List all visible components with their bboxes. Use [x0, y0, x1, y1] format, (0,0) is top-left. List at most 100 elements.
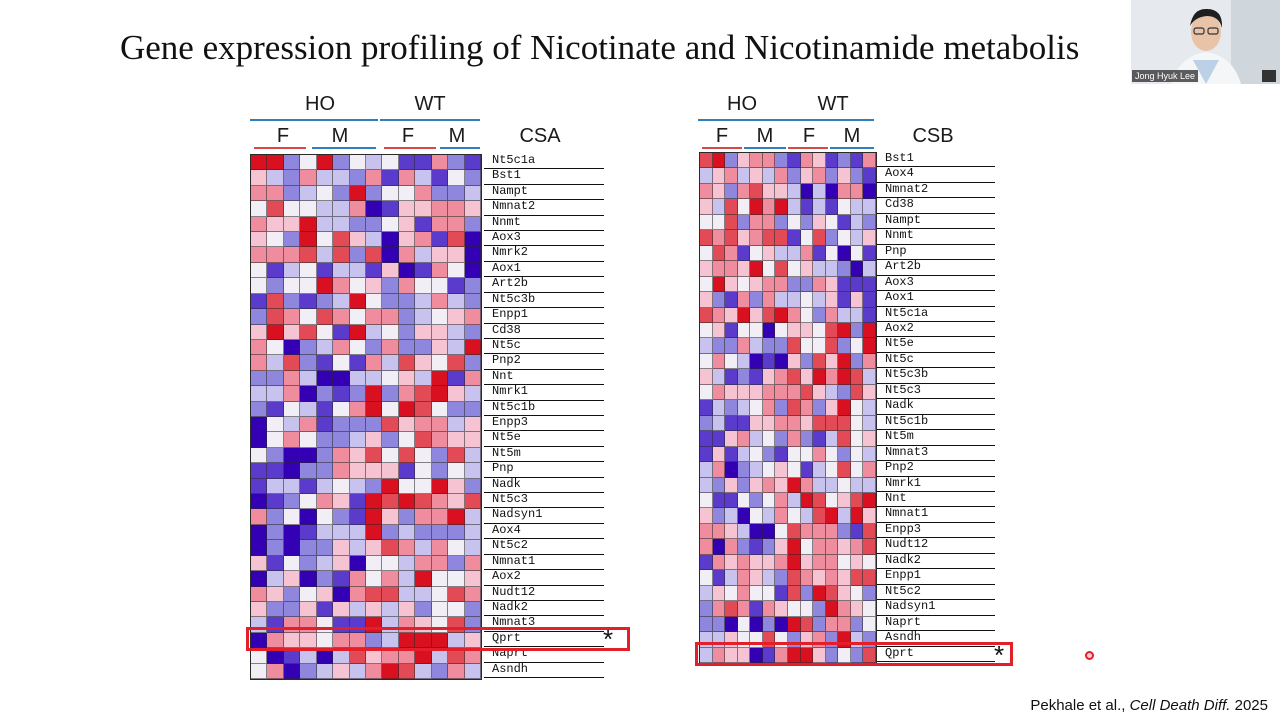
heatmap-cell: [316, 355, 334, 371]
heatmap-cell: [813, 477, 826, 493]
heatmap-cell: [448, 201, 465, 217]
heatmap-cell: [431, 262, 449, 279]
heatmap-cell: [725, 292, 738, 308]
heatmap-cell: [431, 386, 449, 402]
heatmap-cell: [366, 524, 383, 541]
heatmap-cell: [825, 523, 839, 540]
heatmap-cell: [448, 586, 465, 602]
heatmap-cell: [737, 462, 751, 478]
heatmap-cell: [283, 309, 301, 325]
heatmap-cell: [448, 478, 465, 495]
heatmap-cell: [775, 462, 788, 478]
heatmap-cell: [398, 463, 416, 479]
heatmap-cell: [725, 415, 738, 432]
heatmap-cell: [431, 278, 449, 294]
heatmap-cell: [251, 586, 268, 602]
heatmap-cell: [825, 292, 839, 308]
heatmap-cell: [850, 523, 864, 540]
heatmap-cell: [712, 477, 726, 493]
heatmap-cell: [863, 523, 876, 540]
heatmap-cell: [464, 494, 481, 510]
heatmap-cell: [787, 462, 801, 478]
heatmap-cell: [750, 477, 763, 493]
heatmap-cell: [316, 155, 334, 171]
heatmap-cell: [700, 601, 713, 617]
heatmap-cell: [712, 415, 726, 432]
heatmap-cell: [333, 170, 350, 186]
gene-label: Nt5c3b: [877, 368, 995, 384]
heatmap-cell: [300, 386, 317, 402]
heatmap-cell: [712, 492, 726, 509]
heatmap-cell: [800, 369, 814, 385]
heatmap-cell: [300, 524, 317, 541]
heatmap-cell: [398, 370, 416, 387]
heatmap-cell: [366, 648, 383, 664]
heatmap-cell: [838, 492, 851, 509]
heatmap-cell: [267, 170, 284, 186]
heatmap-cell: [366, 571, 383, 587]
heatmap-cell: [712, 554, 726, 571]
heatmap-cell: [398, 632, 416, 649]
heatmap-cell: [431, 601, 449, 618]
heatmap-cell: [316, 232, 334, 248]
heatmap-cell: [800, 523, 814, 540]
heatmap-cell: [316, 386, 334, 402]
heatmap-cell: [251, 278, 268, 294]
heatmap-cell: [800, 230, 814, 246]
heatmap-cell: [850, 601, 864, 617]
heatmap-cell: [464, 370, 481, 387]
heatmap-cell: [431, 401, 449, 417]
heatmap-cell: [825, 322, 839, 339]
heatmap-cell: [366, 632, 383, 649]
heatmap-cell: [251, 216, 268, 233]
heatmap-cell: [800, 199, 814, 215]
heatmap-cell: [750, 183, 763, 200]
heatmap-cell: [382, 478, 399, 495]
gene-label: Nadk2: [484, 600, 604, 617]
heatmap-cell: [415, 571, 432, 587]
heatmap-cell: [863, 199, 876, 215]
heatmap-cell: [750, 384, 763, 401]
heatmap-cell: [398, 571, 416, 587]
gene-label: Pnp: [877, 244, 995, 261]
gene-label: Nadk: [484, 477, 604, 494]
heatmap-cell: [349, 339, 366, 356]
heatmap-cell: [800, 554, 814, 571]
heatmap-cell: [366, 386, 383, 402]
heatmap-cell: [838, 168, 851, 184]
heatmap-cell: [850, 338, 864, 354]
heatmap-cell: [398, 155, 416, 171]
heatmap-cell: [333, 494, 350, 510]
citation-year: 2025: [1230, 697, 1268, 714]
heatmap-cell: [431, 370, 449, 387]
heatmap-cell: [700, 616, 713, 633]
heatmap-cell: [431, 355, 449, 371]
heatmap-cell: [415, 185, 432, 202]
heatmap-cell: [813, 415, 826, 432]
heatmap-cell: [762, 446, 776, 463]
heatmap-cell: [787, 477, 801, 493]
fullscreen-icon[interactable]: [1262, 70, 1276, 82]
heatmap-cell: [775, 554, 788, 571]
heatmap-cell: [431, 509, 449, 525]
significance-asterisk: *: [603, 624, 614, 654]
heatmap-cell: [863, 183, 876, 200]
heatmap-cell: [775, 431, 788, 447]
heatmap-cell: [333, 185, 350, 202]
heatmap-cell: [300, 324, 317, 340]
heatmap-cell: [700, 153, 713, 169]
heatmap-cell: [863, 539, 876, 555]
citation-journal: Cell Death Diff.: [1129, 697, 1231, 714]
heatmap-cell: [251, 632, 268, 649]
heatmap-cell: [267, 632, 284, 649]
heatmap-cell: [431, 324, 449, 340]
heatmap-cell: [448, 278, 465, 294]
heatmap-cell: [813, 338, 826, 354]
heatmap-cell: [712, 523, 726, 540]
heatmap-cell: [349, 540, 366, 556]
heatmap-cell: [415, 386, 432, 402]
heatmap-cell: [700, 508, 713, 524]
heatmap-cell: [448, 247, 465, 263]
heatmap-cell: [700, 523, 713, 540]
heatmap-cell: [300, 417, 317, 433]
